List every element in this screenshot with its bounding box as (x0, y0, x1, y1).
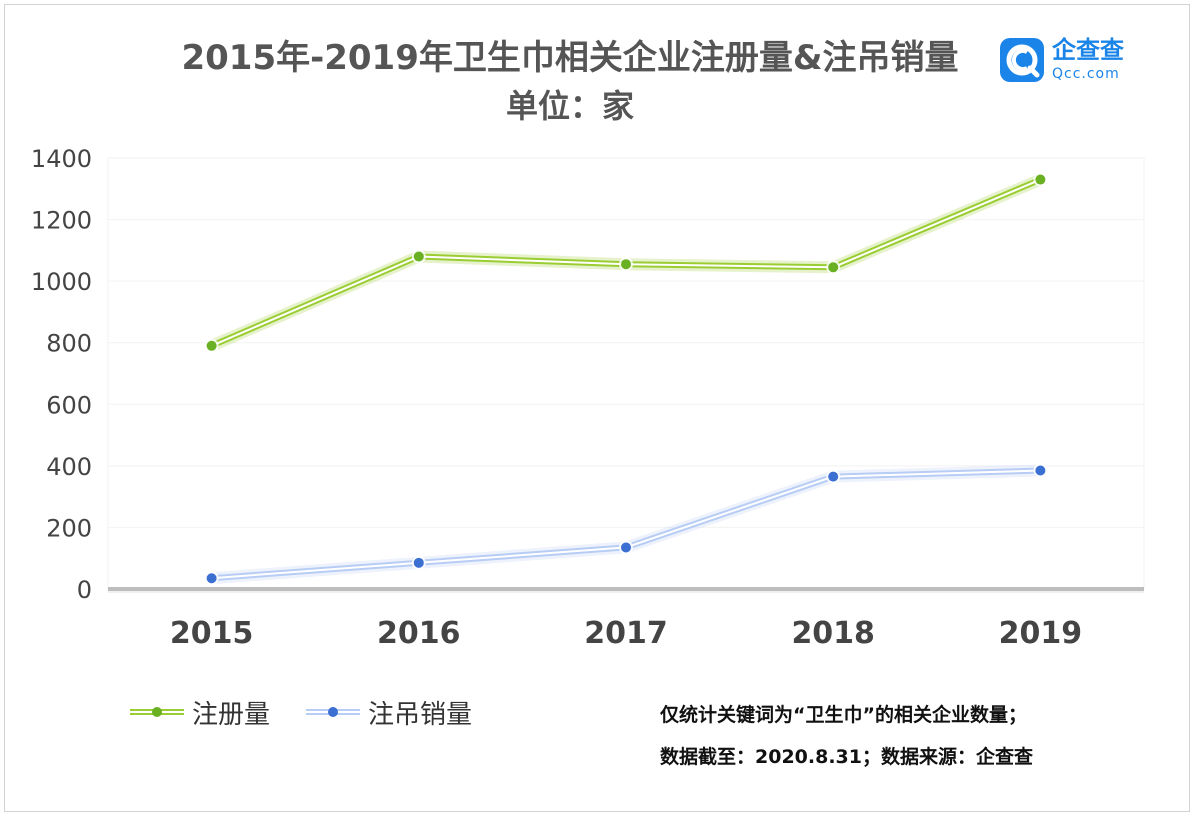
series-0 (204, 172, 1048, 353)
qcc-logo-domain: Qcc.com (1052, 66, 1120, 82)
footnote-scope: 仅统计关键词为“卫生巾”的相关企业数量； (660, 704, 1027, 726)
data-point (413, 557, 424, 568)
y-tick-label: 600 (46, 391, 92, 419)
qcc-logo-name: 企查查 (1052, 36, 1124, 64)
series-1 (204, 463, 1048, 586)
y-tick-label: 0 (77, 576, 92, 604)
chart-frame (4, 4, 1190, 812)
series-line-glow (211, 464, 1041, 585)
legend-label-cancellations: 注吊销量 (368, 699, 473, 730)
series-line (211, 467, 1041, 582)
data-point (828, 262, 839, 273)
x-tick-label: 2019 (999, 616, 1083, 651)
data-point (621, 259, 631, 270)
y-tick-label: 1400 (31, 145, 92, 173)
data-point (413, 251, 424, 262)
x-tick-label: 2017 (584, 616, 668, 651)
legend-label-registrations: 注册量 (192, 699, 271, 730)
y-tick-label: 1200 (31, 207, 92, 235)
data-point (206, 340, 217, 351)
data-point (1035, 465, 1046, 476)
data-point (206, 573, 217, 584)
legend-item-registrations: 注册量 (128, 694, 270, 730)
series-line-inner (211, 469, 1041, 580)
x-tick-label: 2016 (377, 616, 461, 651)
y-tick-label: 1000 (31, 268, 92, 296)
y-tick-label: 200 (46, 514, 92, 542)
x-tick-label: 2015 (170, 616, 254, 651)
chart-subtitle: 单位：家 (505, 87, 634, 125)
x-tick-label: 2018 (791, 616, 875, 651)
legend-item-cancellations: 注吊销量 (304, 694, 472, 730)
legend-swatch-cancellations (306, 707, 360, 717)
qcc-logo-icon (1000, 38, 1044, 82)
footnote-source: 数据截至：2020.8.31；数据来源：企查查 (660, 746, 1033, 768)
data-point (828, 471, 839, 482)
y-tick-label: 400 (46, 453, 92, 481)
qcc-logo: 企查查 Qcc.com (1000, 36, 1140, 86)
y-tick-label: 800 (46, 330, 92, 358)
data-point (621, 542, 631, 553)
legend-swatch-registrations (130, 707, 184, 717)
data-point (1035, 174, 1046, 185)
chart-title: 2015年-2019年卫生巾相关企业注册量&注吊销量 (181, 38, 959, 78)
plot-area (107, 157, 1145, 590)
